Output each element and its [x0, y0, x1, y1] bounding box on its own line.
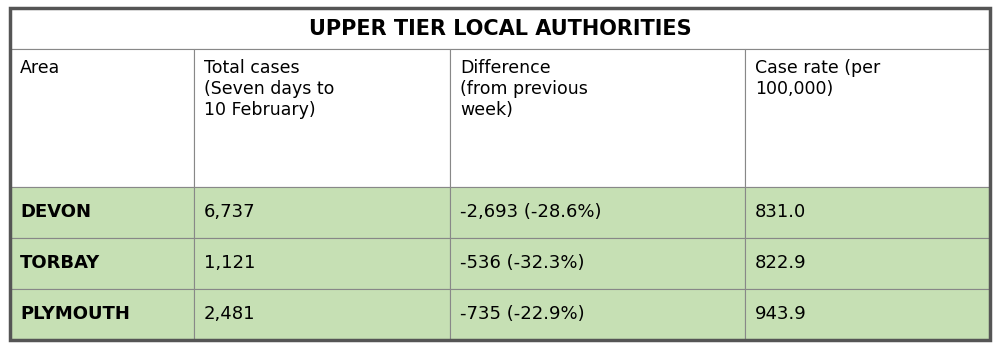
Bar — [194, 289, 450, 340]
Bar — [450, 49, 745, 187]
Text: 831.0: 831.0 — [755, 203, 806, 221]
Text: -735 (-22.9%): -735 (-22.9%) — [460, 306, 585, 323]
Text: -536 (-32.3%): -536 (-32.3%) — [460, 254, 584, 272]
Bar — [10, 49, 194, 187]
Bar — [745, 289, 990, 340]
Bar — [450, 289, 745, 340]
Bar — [194, 238, 450, 289]
Text: 822.9: 822.9 — [755, 254, 807, 272]
Bar — [745, 238, 990, 289]
Text: Case rate (per
100,000): Case rate (per 100,000) — [755, 59, 880, 98]
Bar — [745, 49, 990, 187]
Bar — [10, 289, 194, 340]
Bar — [10, 8, 990, 49]
Text: 1,121: 1,121 — [204, 254, 255, 272]
Bar — [450, 187, 745, 238]
Text: 2,481: 2,481 — [204, 306, 255, 323]
Text: -2,693 (-28.6%): -2,693 (-28.6%) — [460, 203, 601, 221]
Text: Total cases
(Seven days to
10 February): Total cases (Seven days to 10 February) — [204, 59, 334, 119]
Text: TORBAY: TORBAY — [20, 254, 100, 272]
Text: DEVON: DEVON — [20, 203, 91, 221]
Text: PLYMOUTH: PLYMOUTH — [20, 306, 130, 323]
Text: UPPER TIER LOCAL AUTHORITIES: UPPER TIER LOCAL AUTHORITIES — [309, 19, 691, 39]
Text: Difference
(from previous
week): Difference (from previous week) — [460, 59, 588, 119]
Bar — [10, 238, 194, 289]
Text: Area: Area — [20, 59, 60, 77]
Bar — [10, 187, 194, 238]
Bar — [745, 187, 990, 238]
Text: 6,737: 6,737 — [204, 203, 255, 221]
Bar — [194, 187, 450, 238]
Bar — [194, 49, 450, 187]
Bar — [450, 238, 745, 289]
Text: 943.9: 943.9 — [755, 306, 807, 323]
